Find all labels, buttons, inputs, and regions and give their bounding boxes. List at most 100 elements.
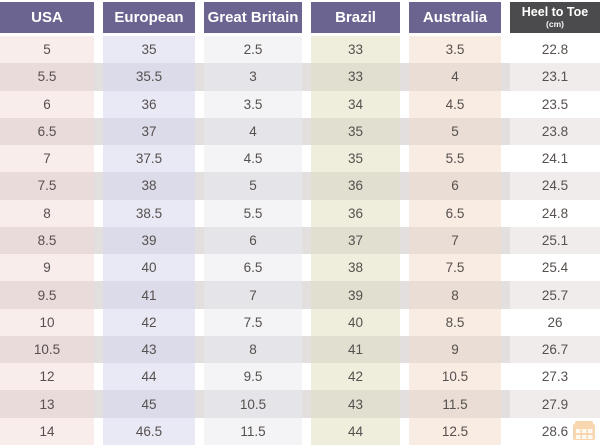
table-cell-heel_to_toe: 24.5	[510, 172, 600, 200]
table-cell-australia: 11.5	[409, 390, 501, 418]
table-cell-usa: 14	[0, 417, 94, 445]
table-cell-great_britain: 11.5	[204, 417, 302, 445]
table-cell-australia: 7.5	[409, 254, 501, 282]
table-cell-brazil: 33	[311, 36, 400, 64]
table-cell-great_britain: 3	[204, 63, 302, 91]
table-cell-european: 39	[103, 226, 195, 255]
table-cell-heel_to_toe: 26	[510, 308, 600, 336]
table-cell-great_britain: 8	[204, 335, 302, 364]
table-cell-heel_to_toe: 25.7	[510, 281, 600, 309]
table-cell-brazil: 43	[311, 390, 400, 418]
column-header-european: European	[103, 2, 195, 33]
table-cell-australia: 8.5	[409, 308, 501, 336]
table-cell-brazil: 44	[311, 417, 400, 445]
table-row: 7 37.5 4.5 35 5.5 24.1	[0, 145, 600, 173]
table-cell-heel_to_toe: 24.1	[510, 145, 600, 173]
table-cell-heel_to_toe: 23.1	[510, 63, 600, 91]
table-cell-australia: 9	[409, 335, 501, 364]
table-cell-great_britain: 10.5	[204, 390, 302, 418]
table-cell-brazil: 39	[311, 281, 400, 309]
table-cell-european: 44	[103, 363, 195, 391]
column-header-label: Heel to Toe	[521, 5, 589, 20]
column-header-sublabel: (cm)	[546, 18, 564, 29]
table-cell-european: 35	[103, 36, 195, 64]
table-cell-usa: 5.5	[0, 63, 94, 91]
table-row: 5.5 35.5 3 33 4 23.1	[0, 63, 600, 91]
table-cell-brazil: 42	[311, 363, 400, 391]
table-cell-heel_to_toe: 23.5	[510, 90, 600, 118]
table-cell-usa: 8.5	[0, 226, 94, 255]
table-cell-australia: 6	[409, 172, 501, 200]
table-cell-brazil: 35	[311, 145, 400, 173]
table-cell-heel_to_toe: 27.9	[510, 390, 600, 418]
table-cell-usa: 8	[0, 199, 94, 227]
table-row: 9.5 41 7 39 8 25.7	[0, 281, 600, 309]
table-cell-australia: 5.5	[409, 145, 501, 173]
table-row: 5 35 2.5 33 3.5 22.8	[0, 36, 600, 64]
table-row: 6.5 37 4 35 5 23.8	[0, 117, 600, 146]
table-cell-heel_to_toe: 28.6	[510, 417, 600, 445]
table-cell-heel_to_toe: 25.4	[510, 254, 600, 282]
table-cell-european: 41	[103, 281, 195, 309]
table-cell-heel_to_toe: 25.1	[510, 226, 600, 255]
table-cell-great_britain: 7	[204, 281, 302, 309]
table-cell-australia: 3.5	[409, 36, 501, 64]
table-cell-usa: 10.5	[0, 335, 94, 364]
table-cell-australia: 7	[409, 226, 501, 255]
table-cell-usa: 9.5	[0, 281, 94, 309]
column-header-label: Great Britain	[207, 8, 299, 26]
table-cell-heel_to_toe: 23.8	[510, 117, 600, 146]
table-cell-usa: 6.5	[0, 117, 94, 146]
table-cell-usa: 7	[0, 145, 94, 173]
table-cell-usa: 5	[0, 36, 94, 64]
column-header-brazil: Brazil	[311, 2, 400, 33]
table-cell-european: 37.5	[103, 145, 195, 173]
table-cell-heel_to_toe: 24.8	[510, 199, 600, 227]
table-cell-brazil: 36	[311, 172, 400, 200]
table-row: 7.5 38 5 36 6 24.5	[0, 172, 600, 200]
table-row: 13 45 10.5 43 11.5 27.9	[0, 390, 600, 418]
table-row: 8.5 39 6 37 7 25.1	[0, 226, 600, 255]
table-cell-european: 38.5	[103, 199, 195, 227]
table-cell-great_britain: 7.5	[204, 308, 302, 336]
table-cell-great_britain: 3.5	[204, 90, 302, 118]
table-body: 5 35 2.5 33 3.5 22.8 5.5 35.5 3 33 4 23.1 6 36 3.5 34 4.…	[0, 36, 600, 445]
table-cell-usa: 9	[0, 254, 94, 282]
table-cell-great_britain: 5	[204, 172, 302, 200]
table-cell-great_britain: 9.5	[204, 363, 302, 391]
table-cell-great_britain: 2.5	[204, 36, 302, 64]
column-header-label: European	[114, 8, 184, 26]
table-cell-brazil: 40	[311, 308, 400, 336]
column-header-australia: Australia	[409, 2, 501, 33]
table-cell-usa: 6	[0, 90, 94, 118]
table-cell-european: 36	[103, 90, 195, 118]
column-header-label: Australia	[422, 8, 488, 26]
table-cell-great_britain: 5.5	[204, 199, 302, 227]
table-cell-european: 40	[103, 254, 195, 282]
table-cell-australia: 4	[409, 63, 501, 91]
table-cell-australia: 5	[409, 117, 501, 146]
table-cell-great_britain: 6	[204, 226, 302, 255]
table-row: 10.5 43 8 41 9 26.7	[0, 335, 600, 364]
table-cell-european: 42	[103, 308, 195, 336]
table-row: 8 38.5 5.5 36 6.5 24.8	[0, 199, 600, 227]
table-cell-brazil: 35	[311, 117, 400, 146]
table-cell-brazil: 33	[311, 63, 400, 91]
table-cell-brazil: 41	[311, 335, 400, 364]
table-cell-great_britain: 4.5	[204, 145, 302, 173]
table-row: 10 42 7.5 40 8.5 26	[0, 308, 600, 336]
column-header-heel_to_toe: Heel to Toe (cm)	[510, 2, 600, 33]
column-header-usa: USA	[0, 2, 94, 33]
table-cell-european: 45	[103, 390, 195, 418]
table-cell-usa: 10	[0, 308, 94, 336]
table-cell-heel_to_toe: 27.3	[510, 363, 600, 391]
table-cell-australia: 8	[409, 281, 501, 309]
table-cell-european: 46.5	[103, 417, 195, 445]
table-row: 6 36 3.5 34 4.5 23.5	[0, 90, 600, 118]
table-cell-usa: 13	[0, 390, 94, 418]
table-cell-heel_to_toe: 26.7	[510, 335, 600, 364]
table-cell-brazil: 36	[311, 199, 400, 227]
table-cell-brazil: 37	[311, 226, 400, 255]
table-cell-australia: 6.5	[409, 199, 501, 227]
